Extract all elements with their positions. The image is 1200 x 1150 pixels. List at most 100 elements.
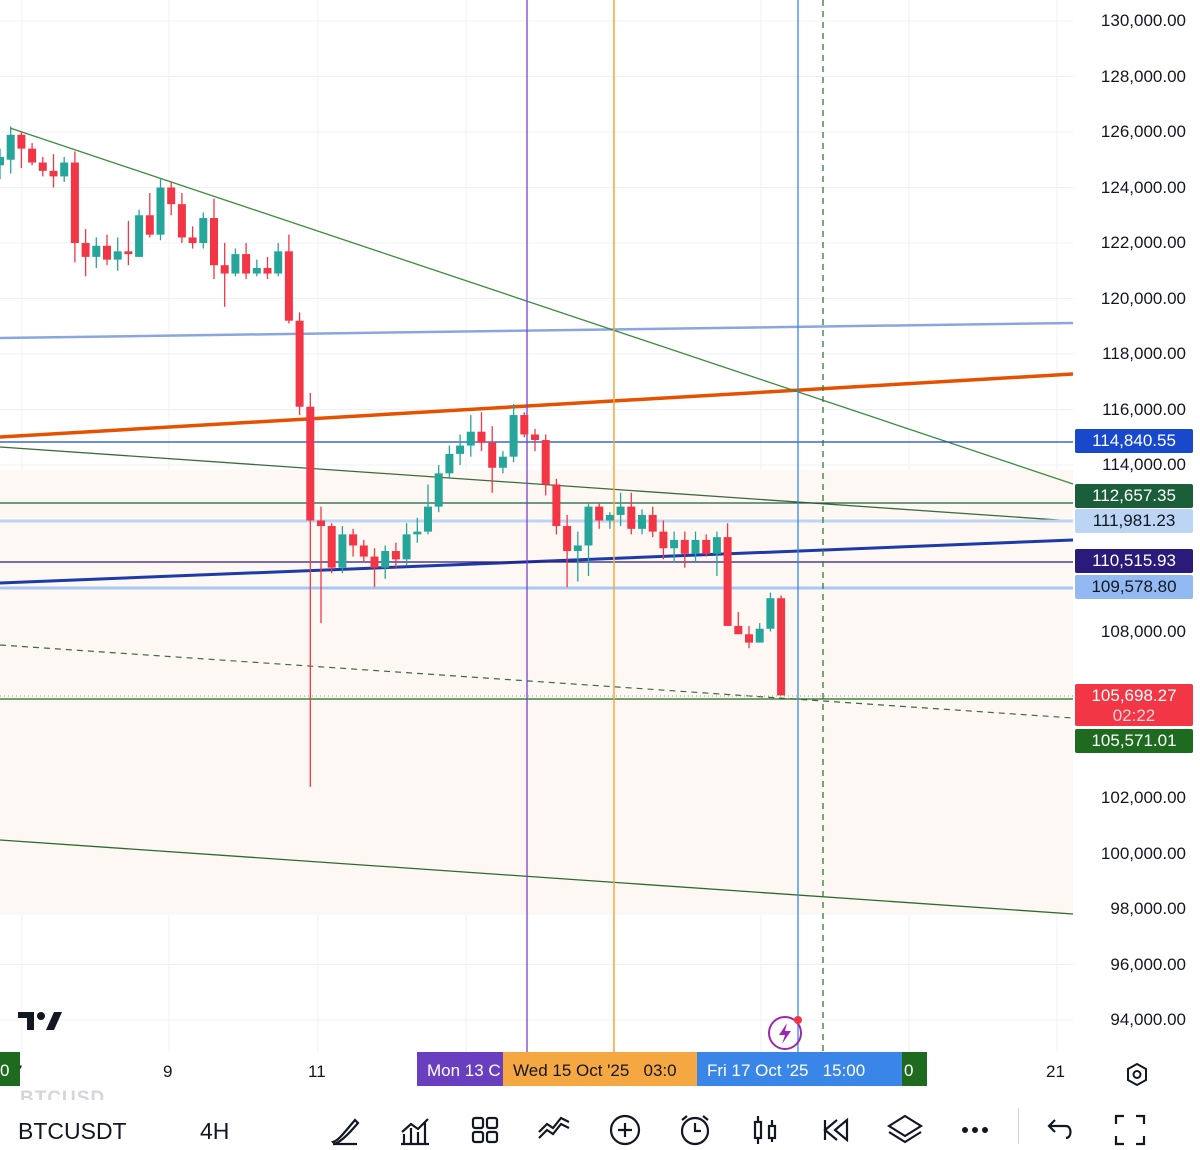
- candle-body: [424, 506, 432, 532]
- candle-body: [616, 506, 625, 515]
- candle-body: [638, 514, 646, 529]
- price-tag: 02:22: [1075, 706, 1193, 726]
- toolbar-divider: [1018, 1108, 1019, 1144]
- layers-icon[interactable]: [885, 1110, 925, 1150]
- candle-body: [135, 215, 144, 257]
- alert-icon[interactable]: [675, 1110, 715, 1150]
- candles-icon[interactable]: [745, 1110, 785, 1150]
- price-tag: 105,698.27: [1075, 684, 1193, 708]
- time-tag: Wed 15 Oct '25 03:0: [503, 1052, 698, 1086]
- price-tag: 105,571.01: [1075, 729, 1193, 753]
- price-tag: 112,657.35: [1075, 484, 1193, 508]
- candle-body: [541, 440, 550, 485]
- candle-body: [92, 245, 101, 257]
- price-axis-label: 122,000.00: [1100, 233, 1186, 252]
- candle-body: [113, 251, 122, 260]
- apps-icon[interactable]: [465, 1110, 505, 1150]
- candle-body: [413, 531, 422, 535]
- price-axis-label: 96,000.00: [1110, 954, 1186, 974]
- candle-body: [338, 534, 347, 568]
- candle-body: [6, 134, 15, 160]
- price-axis-label: 98,000.00: [1110, 899, 1186, 918]
- candle-body: [145, 215, 154, 235]
- price-axis-label: 120,000.00: [1100, 288, 1186, 308]
- candle-body: [509, 415, 518, 457]
- draw-icon[interactable]: [325, 1110, 365, 1150]
- candle-body: [199, 218, 208, 243]
- candle-body: [381, 551, 390, 568]
- candle-body: [188, 237, 197, 243]
- replay-icon[interactable]: [815, 1110, 855, 1150]
- candle-body: [274, 251, 283, 274]
- time-axis-label: 9: [163, 1062, 173, 1081]
- drawings-layer: [0, 0, 1074, 1052]
- candle-body: [595, 506, 604, 521]
- time-tag: Fri 17 Oct '25 15:00: [697, 1052, 902, 1086]
- price-axis-label: 94,000.00: [1110, 1010, 1186, 1029]
- price-axis-label: 108,000.00: [1100, 621, 1186, 641]
- price-axis-label: 128,000.00: [1100, 66, 1186, 86]
- candle-body: [28, 148, 37, 163]
- interval-button[interactable]: 4H: [200, 1118, 230, 1144]
- candle-body: [327, 526, 336, 568]
- candle-body: [231, 254, 240, 274]
- time-axis-label: 21: [1046, 1062, 1065, 1081]
- candle-body: [712, 537, 721, 554]
- descending-trend-line-upper: [9, 127, 1074, 485]
- candle-body: [745, 634, 753, 643]
- candle-body: [349, 534, 358, 546]
- more-icon[interactable]: [955, 1110, 995, 1150]
- candle-body: [263, 267, 272, 274]
- candle-body: [520, 415, 529, 435]
- candle-body: [295, 320, 304, 407]
- candle-body: [777, 598, 786, 696]
- candle-body: [103, 245, 111, 260]
- candle-body: [584, 506, 593, 546]
- candle-body: [445, 453, 454, 474]
- candle-body: [49, 170, 58, 177]
- fullscreen-icon[interactable]: [1110, 1110, 1150, 1150]
- bottom-toolbar: [0, 1100, 1200, 1150]
- price-axis-label: 126,000.00: [1100, 122, 1186, 141]
- candle-body: [359, 545, 368, 557]
- range-zone-fill: [0, 470, 1073, 915]
- lightning-icon[interactable]: [768, 1016, 802, 1050]
- candle-body: [691, 539, 700, 554]
- candle-body: [648, 514, 657, 532]
- tradingview-logo[interactable]: [14, 1004, 66, 1034]
- time-tag: 0: [902, 1052, 927, 1086]
- candle-body: [167, 187, 176, 205]
- candle-body: [60, 162, 69, 177]
- candle-body: [402, 534, 411, 560]
- candle-body: [477, 431, 486, 443]
- candle-body: [659, 531, 668, 549]
- time-tag-left: 0: [0, 1052, 20, 1086]
- add-icon[interactable]: [605, 1110, 645, 1150]
- candle-body: [38, 162, 47, 171]
- chart-canvas[interactable]: [0, 0, 1200, 1100]
- undo-icon[interactable]: [1040, 1110, 1080, 1150]
- price-axis-label: 116,000.00: [1102, 399, 1186, 419]
- candle-body: [466, 431, 475, 446]
- candle-body: [124, 251, 133, 255]
- candle-body: [17, 134, 26, 149]
- candle-body: [498, 456, 507, 468]
- candle-body: [723, 537, 732, 626]
- settings-icon[interactable]: [1122, 1060, 1152, 1090]
- time-tag: Mon 13 C: [417, 1052, 517, 1086]
- candle-body: [552, 484, 561, 527]
- candle-body: [81, 243, 90, 257]
- strategy-icon[interactable]: [535, 1110, 575, 1150]
- price-axis-label: 118,000.00: [1102, 344, 1186, 363]
- indicators-icon[interactable]: [395, 1110, 435, 1150]
- candle-body: [680, 539, 689, 554]
- candle-body: [252, 267, 261, 274]
- candle-body: [242, 254, 251, 274]
- candle-body: [220, 265, 229, 274]
- candle-body: [755, 628, 764, 643]
- descending-trend-line-lower: [0, 839, 1074, 915]
- candle-body: [605, 514, 614, 521]
- candle-body: [306, 406, 315, 521]
- price-axis-label: 114,000.00: [1102, 455, 1186, 474]
- symbol-button[interactable]: BTCUSDT: [18, 1118, 127, 1144]
